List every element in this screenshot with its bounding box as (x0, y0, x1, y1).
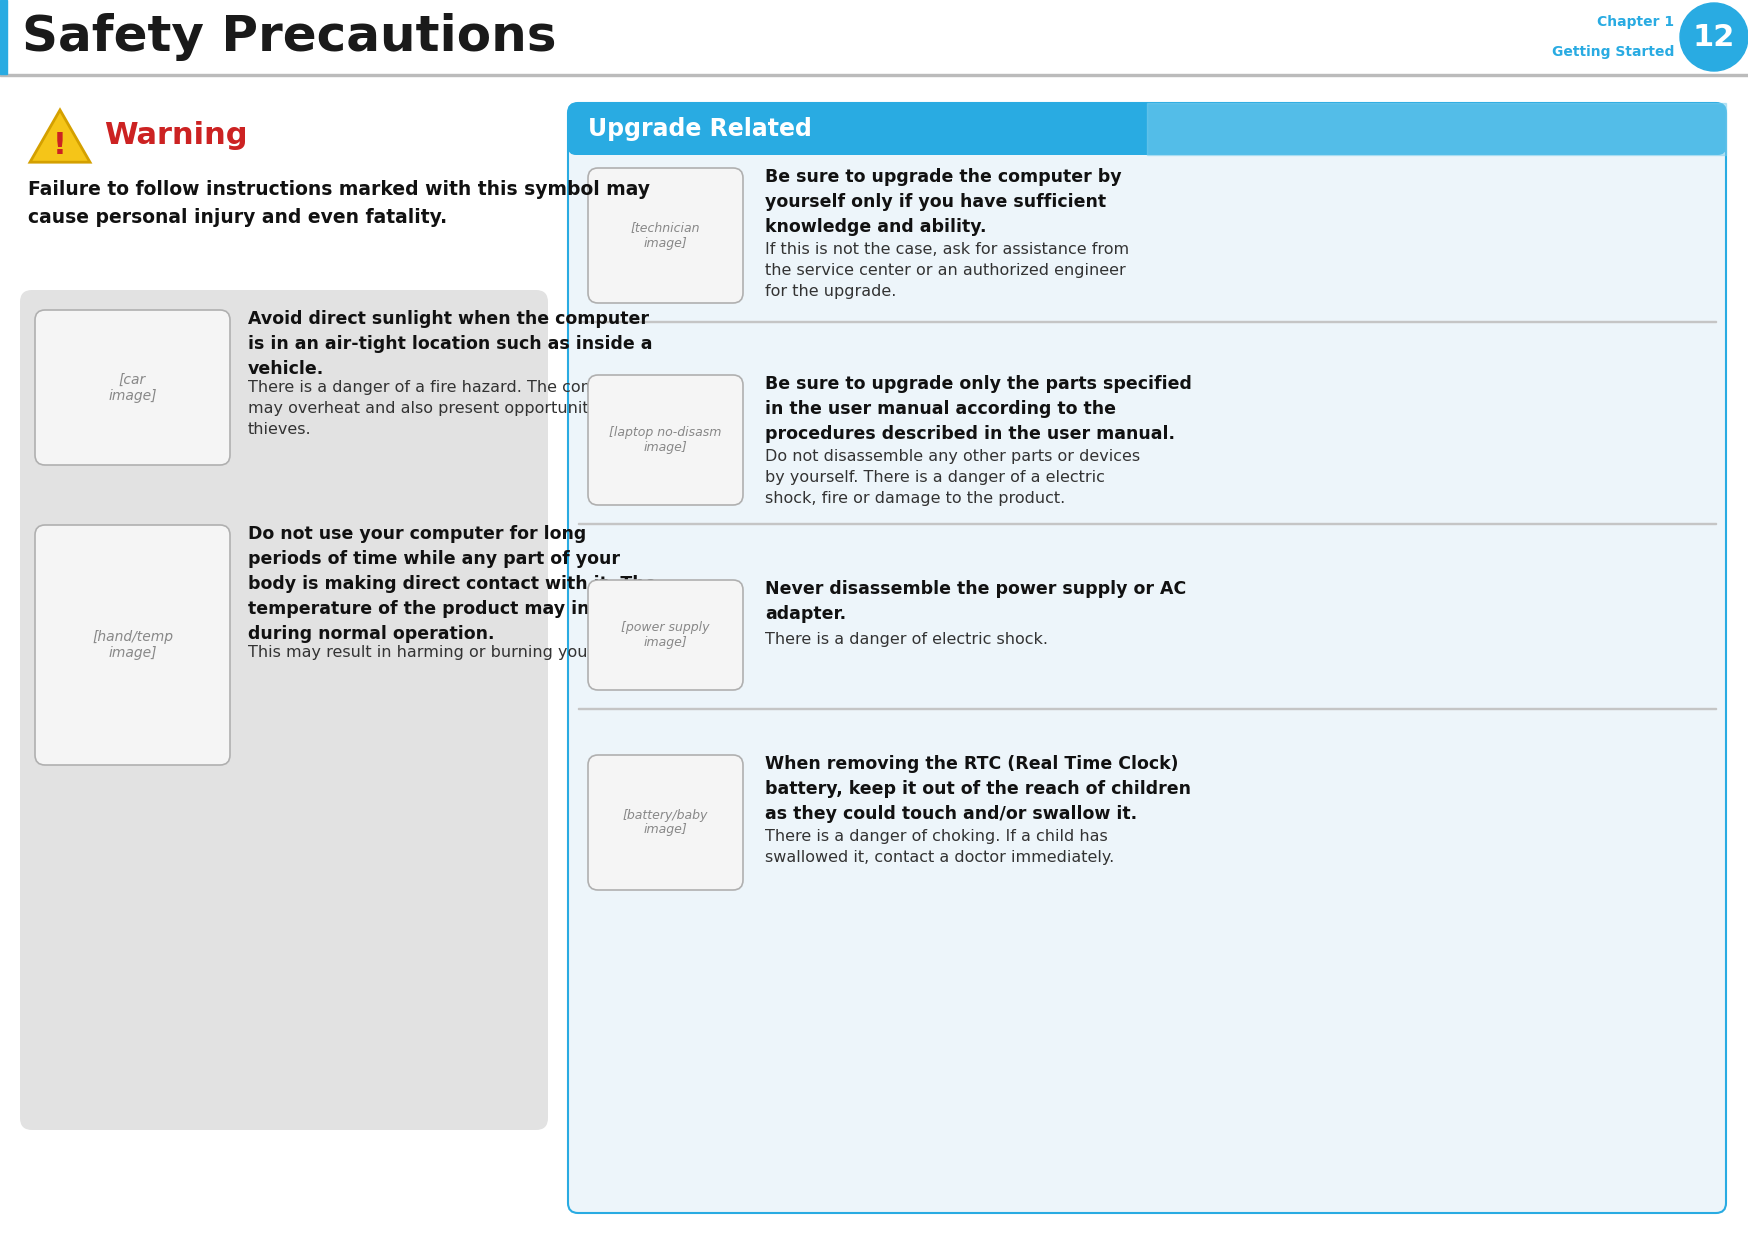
FancyBboxPatch shape (587, 580, 743, 690)
FancyBboxPatch shape (587, 168, 743, 303)
FancyBboxPatch shape (35, 310, 231, 465)
Text: [laptop no-disasm
image]: [laptop no-disasm image] (608, 426, 722, 454)
Circle shape (1680, 2, 1746, 71)
Bar (0, 0, 7, 74)
Text: Never disassemble the power supply or AC
adapter.: Never disassemble the power supply or AC… (764, 580, 1185, 623)
Text: [power supply
image]: [power supply image] (621, 620, 710, 649)
Text: There is a danger of electric shock.: There is a danger of electric shock. (764, 632, 1047, 647)
Text: [car
image]: [car image] (108, 372, 157, 402)
Text: [hand/temp
image]: [hand/temp image] (93, 630, 173, 660)
Text: There is a danger of a fire hazard. The computer
may overheat and also present o: There is a danger of a fire hazard. The … (248, 380, 640, 437)
Text: Upgrade Related: Upgrade Related (587, 117, 811, 141)
Text: Do not disassemble any other parts or devices
by yourself. There is a danger of : Do not disassemble any other parts or de… (764, 449, 1140, 506)
Text: [battery/baby
image]: [battery/baby image] (622, 808, 708, 836)
Text: Do not use your computer for long
periods of time while any part of your
body is: Do not use your computer for long period… (248, 525, 656, 643)
Bar (0, 74, 1748, 76)
Text: There is a danger of choking. If a child has
swallowed it, contact a doctor imme: There is a danger of choking. If a child… (764, 829, 1113, 865)
Bar (1147, 103, 1725, 155)
FancyBboxPatch shape (568, 103, 1725, 1212)
Polygon shape (30, 110, 89, 163)
Text: 12: 12 (1692, 22, 1734, 51)
FancyBboxPatch shape (587, 375, 743, 505)
Text: [technician
image]: [technician image] (631, 221, 699, 249)
Text: Getting Started: Getting Started (1550, 45, 1673, 60)
FancyBboxPatch shape (35, 525, 231, 764)
Text: Be sure to upgrade only the parts specified
in the user manual according to the
: Be sure to upgrade only the parts specif… (764, 375, 1190, 443)
Text: This may result in harming or burning your skin.: This may result in harming or burning yo… (248, 645, 636, 660)
Text: Failure to follow instructions marked with this symbol may
cause personal injury: Failure to follow instructions marked wi… (28, 180, 650, 227)
FancyBboxPatch shape (19, 290, 547, 1131)
FancyBboxPatch shape (587, 755, 743, 890)
Text: Chapter 1: Chapter 1 (1596, 15, 1673, 29)
Text: When removing the RTC (Real Time Clock)
battery, keep it out of the reach of chi: When removing the RTC (Real Time Clock) … (764, 755, 1190, 823)
Text: Safety Precautions: Safety Precautions (23, 12, 556, 61)
Text: Be sure to upgrade the computer by
yourself only if you have sufficient
knowledg: Be sure to upgrade the computer by yours… (764, 168, 1120, 236)
Text: If this is not the case, ask for assistance from
the service center or an author: If this is not the case, ask for assista… (764, 242, 1129, 299)
Text: !: ! (52, 132, 66, 160)
FancyBboxPatch shape (568, 103, 1725, 155)
Text: Avoid direct sunlight when the computer
is in an air-tight location such as insi: Avoid direct sunlight when the computer … (248, 310, 652, 379)
Text: Warning: Warning (103, 122, 248, 150)
